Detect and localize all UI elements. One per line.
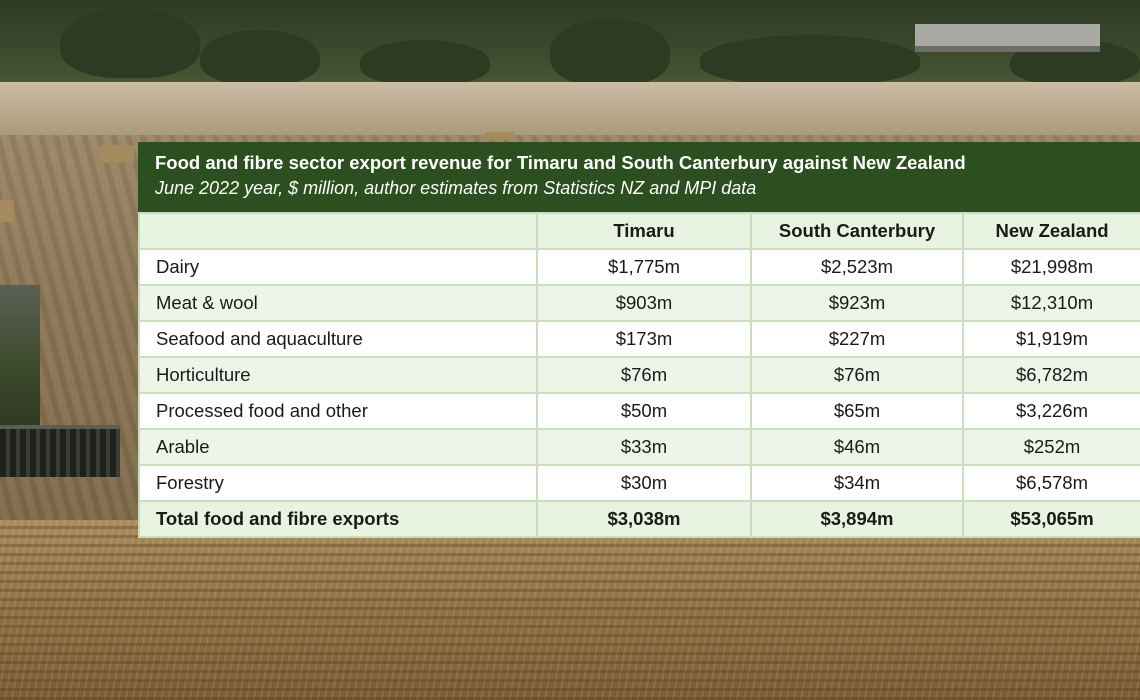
row-label: Dairy xyxy=(138,248,538,286)
tree xyxy=(200,30,320,85)
hay-bale xyxy=(0,200,14,222)
column-header-blank xyxy=(138,212,538,250)
table-title: Food and fibre sector export revenue for… xyxy=(155,152,966,173)
south-canterbury-value: $2,523m xyxy=(750,248,964,286)
south-canterbury-total: $3,894m xyxy=(750,500,964,538)
new-zealand-value: $21,998m xyxy=(962,248,1140,286)
total-label: Total food and fibre exports xyxy=(138,500,538,538)
table-row: Meat & wool $903m $923m $12,310m xyxy=(138,284,1140,322)
column-header-timaru: Timaru xyxy=(536,212,752,250)
south-canterbury-value: $46m xyxy=(750,428,964,466)
column-header-south-canterbury: South Canterbury xyxy=(750,212,964,250)
tree xyxy=(360,40,490,85)
farm-shed xyxy=(915,24,1100,52)
new-zealand-value: $12,310m xyxy=(962,284,1140,322)
row-label: Arable xyxy=(138,428,538,466)
south-canterbury-value: $227m xyxy=(750,320,964,358)
export-revenue-table-panel: Food and fibre sector export revenue for… xyxy=(138,142,1140,538)
hay-bale xyxy=(100,145,134,163)
new-zealand-total: $53,065m xyxy=(962,500,1140,538)
cut-crop-rows xyxy=(0,520,1140,700)
new-zealand-value: $6,782m xyxy=(962,356,1140,394)
table-row: Seafood and aquaculture $173m $227m $1,9… xyxy=(138,320,1140,358)
timaru-value: $30m xyxy=(536,464,752,502)
table-row: Arable $33m $46m $252m xyxy=(138,428,1140,466)
timaru-value: $50m xyxy=(536,392,752,430)
timaru-total: $3,038m xyxy=(536,500,752,538)
far-field xyxy=(0,82,1140,142)
column-header-row: Timaru South Canterbury New Zealand xyxy=(138,212,1140,250)
tree xyxy=(60,8,200,78)
total-row: Total food and fibre exports $3,038m $3,… xyxy=(138,500,1140,538)
table-subtitle: June 2022 year, $ million, author estima… xyxy=(155,178,757,198)
table-row: Forestry $30m $34m $6,578m xyxy=(138,464,1140,502)
timaru-value: $33m xyxy=(536,428,752,466)
combine-harvester xyxy=(0,285,40,445)
timaru-value: $76m xyxy=(536,356,752,394)
new-zealand-value: $252m xyxy=(962,428,1140,466)
row-label: Meat & wool xyxy=(138,284,538,322)
row-label: Processed food and other xyxy=(138,392,538,430)
table-row: Horticulture $76m $76m $6,782m xyxy=(138,356,1140,394)
south-canterbury-value: $34m xyxy=(750,464,964,502)
new-zealand-value: $1,919m xyxy=(962,320,1140,358)
tree xyxy=(700,35,920,85)
hay-bale xyxy=(485,132,515,140)
timaru-value: $903m xyxy=(536,284,752,322)
south-canterbury-value: $923m xyxy=(750,284,964,322)
timaru-value: $1,775m xyxy=(536,248,752,286)
table-header-banner: Food and fibre sector export revenue for… xyxy=(138,142,1140,212)
row-label: Forestry xyxy=(138,464,538,502)
column-header-new-zealand: New Zealand xyxy=(962,212,1140,250)
row-label: Horticulture xyxy=(138,356,538,394)
export-revenue-table: Timaru South Canterbury New Zealand Dair… xyxy=(138,212,1140,538)
new-zealand-value: $6,578m xyxy=(962,464,1140,502)
south-canterbury-value: $65m xyxy=(750,392,964,430)
harvester-header xyxy=(0,425,120,477)
timaru-value: $173m xyxy=(536,320,752,358)
new-zealand-value: $3,226m xyxy=(962,392,1140,430)
table-row: Dairy $1,775m $2,523m $21,998m xyxy=(138,248,1140,286)
tree xyxy=(550,18,670,86)
row-label: Seafood and aquaculture xyxy=(138,320,538,358)
table-row: Processed food and other $50m $65m $3,22… xyxy=(138,392,1140,430)
south-canterbury-value: $76m xyxy=(750,356,964,394)
